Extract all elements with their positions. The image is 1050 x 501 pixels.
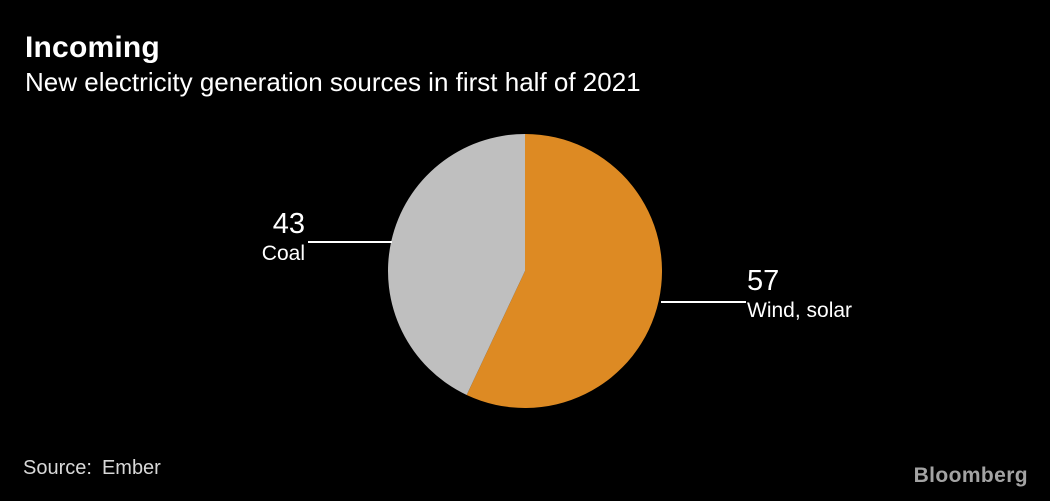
pie-slice-coal [388, 134, 525, 395]
wind-solar-name-label: Wind, solar [747, 299, 853, 323]
pie-svg [388, 134, 662, 408]
pie-chart [388, 134, 662, 408]
coal-leader-line [308, 241, 392, 243]
chart-subtitle: New electricity generation sources in fi… [25, 67, 641, 97]
wind-solar-value-label: 57 [747, 265, 780, 297]
source-label: Source: [23, 457, 92, 479]
coal-value-label: 43 [272, 208, 305, 240]
wind-solar-leader-line [661, 301, 746, 303]
callout-coal: 43 Coal [262, 209, 305, 270]
chart-title: Incoming [25, 31, 160, 64]
source-value: Ember [101, 457, 161, 479]
pie-slice-wind-solar [466, 134, 662, 408]
source-attribution: Source: Ember [23, 457, 161, 480]
coal-name-label: Coal [261, 242, 305, 266]
callout-wind-solar: 57 Wind, solar [747, 266, 852, 327]
bloomberg-logo: Bloomberg [913, 464, 1028, 487]
